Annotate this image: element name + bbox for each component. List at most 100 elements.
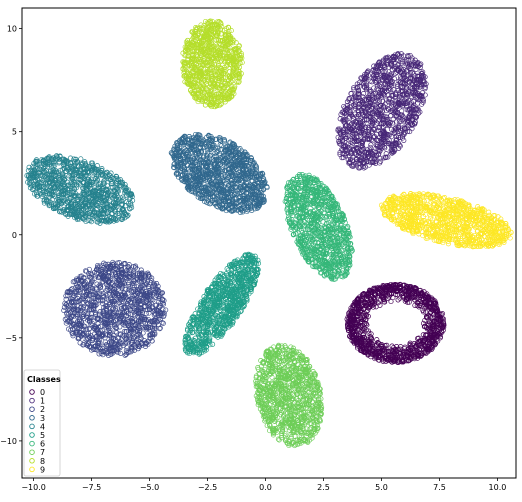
data-point [350,313,356,319]
data-point [360,312,366,319]
data-point [434,309,440,315]
data-point [404,284,410,290]
data-point [414,346,420,352]
data-point [375,294,381,300]
data-point [419,289,425,296]
data-point [417,302,423,308]
data-point [353,333,359,339]
data-point [369,300,375,306]
data-point [376,124,383,130]
data-point [411,341,417,347]
data-point [404,295,410,301]
data-point [362,334,368,341]
data-point [440,322,446,328]
data-point [348,320,354,326]
data-point [417,353,424,359]
data-point [358,336,364,342]
data-point [429,297,435,303]
data-point [352,324,358,330]
data-point [358,316,364,322]
data-point [374,337,380,343]
plot-area [21,7,517,479]
data-point [347,333,353,339]
data-point [393,119,399,125]
data-point [438,328,445,334]
data-point [413,291,419,297]
data-point [396,282,402,288]
data-point [384,342,390,348]
data-point [386,357,392,363]
data-point [394,355,400,361]
data-point [433,300,439,306]
data-point [379,347,385,353]
data-point [412,302,418,308]
data-point [422,299,428,305]
data-point [425,346,431,352]
data-point [351,340,358,347]
data-point [390,288,397,294]
data-point [392,286,398,292]
data-point [351,302,357,308]
data-point [348,91,354,97]
data-point [403,296,409,302]
data-point [425,294,431,300]
data-point [375,357,382,363]
data-point [365,341,371,348]
data-point [427,314,433,320]
data-point [438,316,444,322]
data-point [417,346,423,352]
data-point [432,332,439,338]
data-point [359,339,365,345]
data-point [376,353,382,359]
data-point [424,343,430,349]
data-point [366,345,372,351]
data-point [358,307,365,313]
data-point [426,325,432,331]
data-point [398,344,404,350]
data-point [435,328,441,335]
data-point [376,104,382,110]
data-point [392,357,399,363]
data-point [422,349,428,356]
data-point [369,298,376,304]
data-point [428,295,435,301]
data-point [410,285,416,291]
data-point [406,287,412,293]
data-point [368,289,374,295]
data-point [428,335,434,341]
data-point [388,298,394,305]
data-point [356,311,362,317]
data-point [386,294,392,300]
data-point [358,297,364,303]
data-point [352,308,358,314]
data-point [385,284,391,290]
data-point [423,333,429,339]
data-point [389,343,395,349]
data-point [354,299,360,305]
data-point [358,323,364,329]
data-point [371,351,378,357]
data-point [414,340,420,346]
data-point [377,285,383,291]
data-point [351,299,358,305]
data-point [423,309,429,315]
data-point [432,341,438,347]
data-point [400,358,406,364]
data-point [428,304,434,310]
data-point [414,303,420,309]
data-point [351,328,357,334]
data-point [424,291,430,297]
data-point [363,350,369,356]
data-point [397,295,403,301]
data-point [370,346,376,352]
data-point [364,303,370,309]
data-point [410,294,416,300]
data-point [365,339,371,345]
data-point [440,319,446,325]
data-point [380,294,386,300]
data-point [430,331,436,337]
data-point [421,294,427,300]
data-point [376,293,382,299]
data-point [415,353,421,359]
